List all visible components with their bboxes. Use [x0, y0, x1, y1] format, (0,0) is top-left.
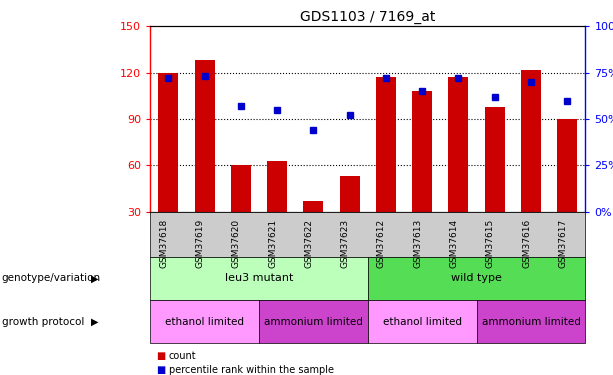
Text: GSM37622: GSM37622: [305, 219, 313, 268]
Bar: [412, 91, 432, 212]
Bar: [340, 176, 360, 212]
Text: ammonium limited: ammonium limited: [482, 316, 581, 327]
Bar: [158, 73, 178, 212]
Text: growth protocol: growth protocol: [2, 316, 84, 327]
Text: GSM37621: GSM37621: [268, 219, 277, 268]
Text: GSM37613: GSM37613: [413, 219, 422, 268]
Text: GSM37617: GSM37617: [558, 219, 567, 268]
Bar: [231, 165, 251, 212]
Text: leu3 mutant: leu3 mutant: [225, 273, 293, 284]
Text: ■: ■: [156, 365, 166, 375]
Text: GSM37618: GSM37618: [159, 219, 169, 268]
Text: GSM37615: GSM37615: [485, 219, 495, 268]
Text: GSM37623: GSM37623: [341, 219, 349, 268]
Title: GDS1103 / 7169_at: GDS1103 / 7169_at: [300, 10, 435, 24]
Bar: [449, 77, 468, 212]
Bar: [267, 161, 287, 212]
Text: ethanol limited: ethanol limited: [383, 316, 462, 327]
Text: ▶: ▶: [91, 316, 99, 327]
Text: ■: ■: [156, 351, 166, 361]
Text: genotype/variation: genotype/variation: [2, 273, 101, 284]
Text: count: count: [169, 351, 196, 361]
Bar: [557, 119, 577, 212]
Bar: [485, 106, 504, 212]
Text: GSM37619: GSM37619: [196, 219, 205, 268]
Bar: [194, 60, 215, 212]
Text: GSM37620: GSM37620: [232, 219, 241, 268]
Text: wild type: wild type: [451, 273, 502, 284]
Text: GSM37616: GSM37616: [522, 219, 531, 268]
Bar: [303, 201, 324, 212]
Bar: [521, 70, 541, 212]
Bar: [376, 77, 396, 212]
Text: ethanol limited: ethanol limited: [165, 316, 244, 327]
Text: GSM37612: GSM37612: [377, 219, 386, 268]
Text: ▶: ▶: [91, 273, 99, 284]
Text: GSM37614: GSM37614: [449, 219, 459, 268]
Text: percentile rank within the sample: percentile rank within the sample: [169, 365, 333, 375]
Text: ammonium limited: ammonium limited: [264, 316, 363, 327]
